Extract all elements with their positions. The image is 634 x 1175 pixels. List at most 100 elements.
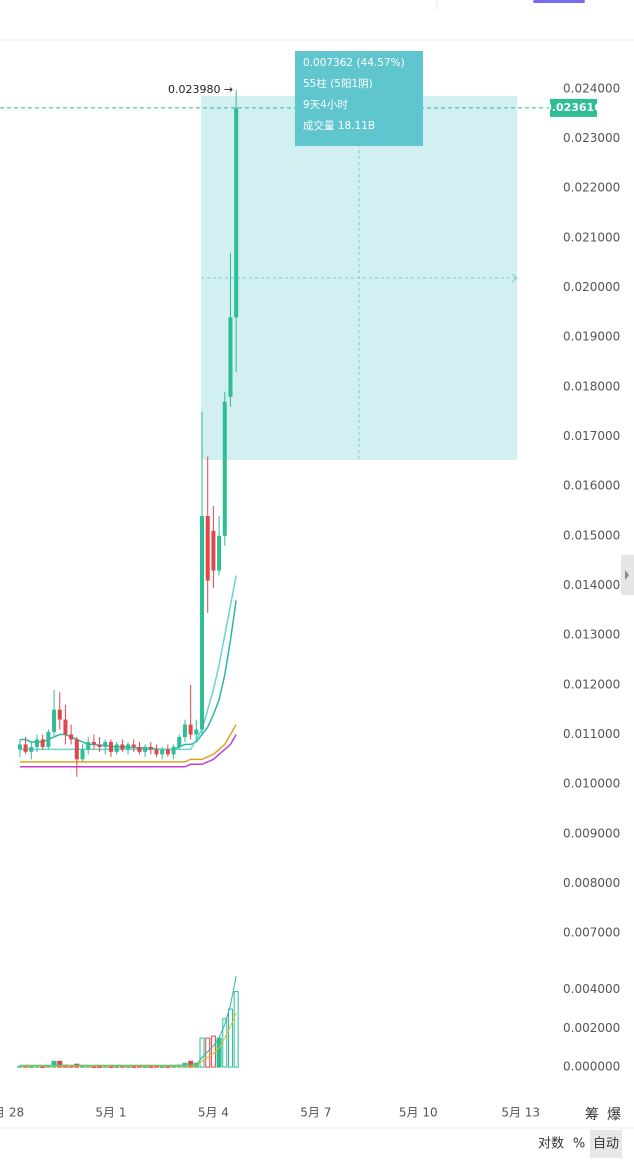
measure-label: 0.007362 (44.57%) xyxy=(303,57,405,69)
y-tick-label: 0.017000 xyxy=(563,429,620,443)
y-tick-label: 0.016000 xyxy=(563,479,620,493)
x-tick-label: 5月 1 xyxy=(95,1106,126,1120)
y-tick-label: 0.009000 xyxy=(563,826,620,840)
volume-bar xyxy=(205,1037,211,1068)
candle-body xyxy=(211,530,216,571)
volume-bar xyxy=(114,1065,120,1068)
volume-bar xyxy=(40,1065,46,1068)
side-tab[interactable]: 爆 xyxy=(607,1107,621,1123)
y-tick-label: 0.019000 xyxy=(563,330,620,344)
candle-body xyxy=(74,739,79,760)
x-tick-label: 月 28 xyxy=(0,1106,24,1120)
y-tick-label: 0.013000 xyxy=(563,628,620,642)
x-tick-label: 5月 4 xyxy=(198,1106,229,1120)
percent-button[interactable]: % xyxy=(573,1137,585,1152)
volume-tick-label: 0.000000 xyxy=(563,1060,620,1074)
candle-body xyxy=(234,107,239,318)
candle-body xyxy=(46,732,51,747)
volume-bar xyxy=(165,1065,171,1068)
candle-body xyxy=(222,401,227,536)
y-tick-label: 0.024000 xyxy=(563,81,620,95)
handle-arrow xyxy=(625,570,629,580)
candle-body xyxy=(103,741,108,747)
y-tick-label: 0.023000 xyxy=(563,131,620,145)
candle-body xyxy=(165,749,170,755)
candle-body xyxy=(171,746,176,755)
candle-body xyxy=(52,709,57,733)
side-tab[interactable]: 筹 xyxy=(585,1106,599,1123)
candle-body xyxy=(97,744,102,747)
y-tick-label: 0.015000 xyxy=(563,528,620,542)
candle-body xyxy=(126,744,131,750)
ma-line xyxy=(19,724,237,763)
candle-body xyxy=(114,744,119,752)
candle-body xyxy=(80,749,85,760)
y-tick-label: 0.021000 xyxy=(563,230,620,244)
volume-bar xyxy=(142,1065,148,1068)
y-tick-label: 0.008000 xyxy=(563,876,620,890)
x-tick-label: 5月 10 xyxy=(399,1106,438,1120)
candle-body xyxy=(143,746,148,752)
auto-bg xyxy=(590,1130,622,1158)
y-tick-label: 0.010000 xyxy=(563,777,620,791)
last-price-label: 0.023616 xyxy=(544,101,602,114)
volume-tick-label: 0.002000 xyxy=(563,1021,620,1035)
measure-label: 55柱 (5阳1阴) xyxy=(303,77,373,90)
candle-body xyxy=(108,741,113,752)
volume-bar xyxy=(108,1065,114,1068)
auto-button[interactable]: 自动 xyxy=(593,1137,619,1152)
volume-bar xyxy=(17,1065,23,1068)
header-button[interactable] xyxy=(533,0,585,3)
y-tick-label: 0.020000 xyxy=(563,280,620,294)
candle-body xyxy=(86,741,91,750)
volume-bar xyxy=(51,1060,57,1068)
candle-body xyxy=(69,734,74,740)
log-button[interactable]: 对数 xyxy=(538,1137,564,1152)
candle-body xyxy=(188,724,193,735)
volume-bar xyxy=(131,1065,137,1068)
last-price-tag xyxy=(550,98,597,117)
measure-label: 9天4小时 xyxy=(303,99,348,111)
measure-label: 成交量 18.11B xyxy=(303,119,375,132)
measure-arrow xyxy=(511,273,518,283)
candle-body xyxy=(194,729,199,735)
candle-body xyxy=(57,709,62,720)
candle-body xyxy=(148,746,153,750)
volume-bar xyxy=(233,991,239,1068)
candle-body xyxy=(200,515,205,730)
candle-body xyxy=(228,317,233,397)
candle-body xyxy=(205,515,210,581)
candle-body xyxy=(131,744,136,747)
candle-body xyxy=(23,744,28,752)
candle-body xyxy=(91,741,96,745)
candle-body xyxy=(137,746,142,752)
measure-label-box xyxy=(295,51,423,146)
candle-body xyxy=(34,739,39,747)
volume-bar xyxy=(222,1018,228,1068)
volume-bar xyxy=(148,1065,154,1068)
candle-body xyxy=(63,719,68,735)
volume-bar xyxy=(159,1065,165,1068)
volume-tick-label: 0.004000 xyxy=(563,982,620,996)
volume-bar xyxy=(97,1065,103,1068)
x-tick-label: 5月 7 xyxy=(300,1106,331,1120)
volume-bar xyxy=(28,1065,34,1068)
y-tick-label: 0.012000 xyxy=(563,677,620,691)
candle-body xyxy=(160,749,165,755)
ma-line xyxy=(19,1012,237,1067)
candle-body xyxy=(217,535,222,571)
candle-body xyxy=(182,724,187,737)
y-tick-label: 0.011000 xyxy=(563,727,620,741)
ma-line xyxy=(19,976,237,1066)
volume-bar xyxy=(57,1060,63,1068)
volume-bar xyxy=(227,1008,233,1068)
volume-bar xyxy=(91,1065,97,1068)
y-tick-label: 0.022000 xyxy=(563,181,620,195)
candle-body xyxy=(120,744,125,750)
ma-line xyxy=(19,734,237,768)
volume-bar xyxy=(188,1060,194,1068)
candle-body xyxy=(40,739,45,747)
y-tick-label: 0.007000 xyxy=(563,926,620,940)
